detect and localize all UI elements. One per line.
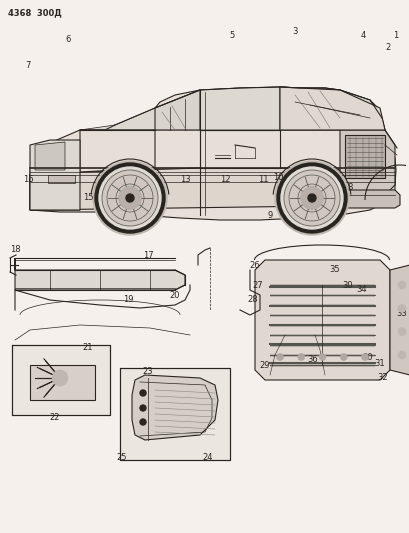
Polygon shape: [200, 130, 279, 168]
Text: 3: 3: [292, 28, 297, 36]
Circle shape: [307, 194, 315, 202]
Circle shape: [280, 167, 342, 229]
Text: 22: 22: [49, 414, 60, 423]
Polygon shape: [334, 190, 399, 208]
Circle shape: [93, 161, 166, 235]
Text: 32: 32: [377, 374, 387, 383]
Text: 6: 6: [65, 36, 70, 44]
Polygon shape: [254, 260, 389, 380]
Text: 36: 36: [307, 356, 318, 365]
Circle shape: [339, 353, 346, 360]
Circle shape: [276, 353, 283, 360]
Text: 35: 35: [329, 265, 339, 274]
Text: 34: 34: [356, 286, 366, 295]
Polygon shape: [48, 175, 75, 183]
Text: 20: 20: [169, 290, 180, 300]
Polygon shape: [30, 168, 394, 210]
Polygon shape: [155, 90, 200, 130]
Polygon shape: [270, 354, 374, 357]
Text: 11: 11: [257, 175, 267, 184]
Text: 24: 24: [202, 454, 213, 463]
Circle shape: [126, 194, 134, 202]
Text: 9: 9: [267, 211, 272, 220]
Circle shape: [397, 281, 405, 289]
Text: 25: 25: [117, 454, 127, 463]
Circle shape: [283, 170, 339, 226]
Polygon shape: [15, 258, 184, 290]
Text: 30: 30: [362, 353, 373, 362]
Circle shape: [318, 353, 325, 360]
Text: 4368  300Д: 4368 300Д: [8, 8, 62, 17]
Circle shape: [397, 328, 405, 336]
Circle shape: [276, 163, 346, 233]
Text: 33: 33: [396, 309, 407, 318]
Text: 21: 21: [83, 343, 93, 352]
Polygon shape: [270, 294, 374, 297]
Polygon shape: [279, 87, 384, 130]
Text: 10: 10: [272, 174, 283, 182]
Text: 1: 1: [392, 30, 398, 39]
Polygon shape: [339, 130, 394, 200]
Polygon shape: [120, 368, 229, 460]
Polygon shape: [80, 130, 155, 172]
Polygon shape: [80, 87, 384, 130]
Text: 13: 13: [179, 175, 190, 184]
Text: 30: 30: [342, 280, 353, 289]
Text: 12: 12: [219, 175, 230, 184]
Polygon shape: [30, 365, 95, 400]
Text: 31: 31: [374, 359, 384, 367]
Text: 17: 17: [142, 251, 153, 260]
Circle shape: [397, 304, 405, 312]
Text: 8: 8: [346, 183, 352, 192]
Polygon shape: [132, 375, 218, 440]
Text: 23: 23: [142, 367, 153, 376]
Text: 7: 7: [25, 61, 31, 69]
Polygon shape: [270, 304, 374, 307]
Polygon shape: [389, 265, 409, 375]
Polygon shape: [30, 140, 80, 210]
Text: 28: 28: [247, 295, 258, 304]
Polygon shape: [270, 314, 374, 317]
Text: 26: 26: [249, 261, 260, 270]
Polygon shape: [279, 87, 354, 130]
Polygon shape: [12, 345, 110, 415]
Text: 29: 29: [259, 360, 270, 369]
Circle shape: [139, 419, 146, 425]
Text: 16: 16: [22, 175, 33, 184]
Circle shape: [99, 167, 161, 229]
Circle shape: [139, 405, 146, 411]
Circle shape: [139, 390, 146, 396]
Circle shape: [119, 187, 141, 209]
Text: 18: 18: [10, 246, 20, 254]
Circle shape: [52, 370, 68, 386]
Polygon shape: [30, 148, 80, 210]
Circle shape: [300, 187, 322, 209]
Text: 15: 15: [83, 193, 93, 203]
Circle shape: [297, 353, 304, 360]
Circle shape: [102, 170, 157, 226]
Text: 27: 27: [252, 280, 263, 289]
Circle shape: [397, 351, 405, 359]
Polygon shape: [270, 334, 374, 337]
Circle shape: [95, 163, 164, 233]
Text: 14: 14: [104, 190, 115, 199]
Polygon shape: [30, 87, 395, 220]
Polygon shape: [270, 284, 374, 287]
Circle shape: [274, 161, 348, 235]
Polygon shape: [270, 364, 374, 367]
Polygon shape: [344, 135, 384, 178]
Polygon shape: [35, 142, 65, 170]
Text: 2: 2: [384, 43, 390, 52]
Polygon shape: [270, 344, 374, 347]
Text: 5: 5: [229, 30, 234, 39]
Text: 4: 4: [360, 30, 365, 39]
Text: 19: 19: [122, 295, 133, 304]
Circle shape: [361, 353, 368, 360]
Polygon shape: [270, 324, 374, 327]
